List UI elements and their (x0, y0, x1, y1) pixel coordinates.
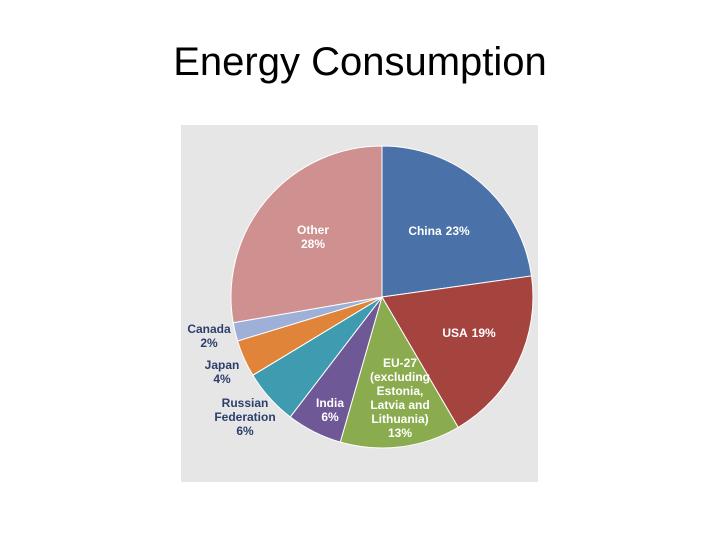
value-label: 13% (387, 426, 413, 440)
slice-label: Japan 4% (197, 358, 247, 386)
category-label: Russian Federation (214, 396, 276, 424)
slide-title: Energy Consumption (173, 40, 547, 84)
value-label: 28% (300, 237, 326, 251)
value-label: 6% (321, 410, 339, 424)
value-label: 4% (213, 372, 231, 386)
category-label: India (315, 396, 344, 410)
pie-slice (339, 295, 459, 449)
slice-label: China 23% (384, 224, 494, 238)
value-label: 2% (200, 336, 218, 350)
slice-label: Canada 2% (179, 322, 239, 350)
category-label: Japan (204, 358, 240, 372)
slice-label: Russian Federation 6% (205, 396, 285, 438)
slice-label: USA 19% (414, 326, 524, 340)
category-label: EU-27 (excluding Estonia, Latvia and Lit… (369, 356, 430, 426)
slice-label: Other 28% (283, 223, 343, 251)
value-label: 19% (471, 326, 496, 340)
slice-label: India 6% (308, 396, 352, 424)
category-label: Other (296, 223, 329, 237)
category-label: Canada (187, 322, 231, 336)
pie-slice (381, 145, 533, 298)
pie-slice (381, 275, 534, 429)
pie-slice (230, 145, 383, 324)
category-label: China (408, 224, 442, 238)
value-label: 23% (445, 224, 470, 238)
value-label: 6% (236, 424, 254, 438)
slice-label: EU-27 (excluding Estonia, Latvia and Lit… (363, 356, 437, 440)
category-label: USA (442, 326, 468, 340)
